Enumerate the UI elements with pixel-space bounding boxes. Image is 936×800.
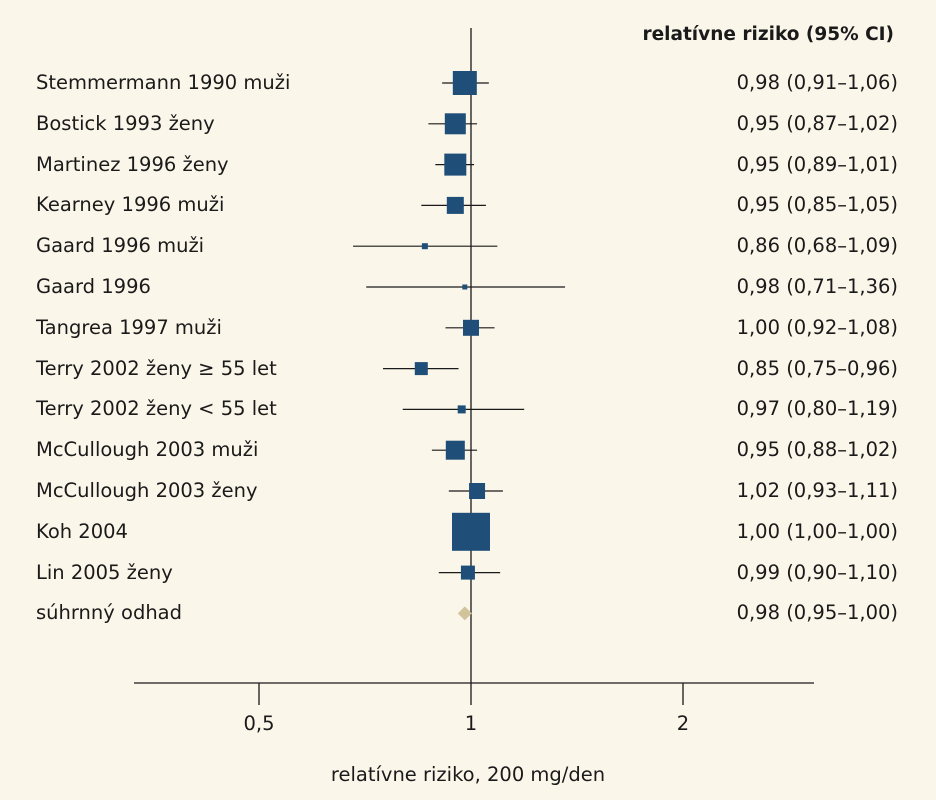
study-label: Gaard 1996 (36, 275, 151, 298)
study-label: Gaard 1996 muži (36, 234, 205, 258)
study-label: McCullough 2003 ženy (36, 479, 258, 502)
study-label: Martinez 1996 ženy (36, 152, 229, 176)
study-label: Stemmermann 1990 muži (36, 71, 291, 94)
study-label: Koh 2004 (36, 519, 128, 543)
effect-square (421, 243, 428, 250)
effect-square (452, 512, 490, 551)
study-label: Tangrea 1997 muži (36, 315, 222, 339)
study-label: Terry 2002 ženy < 55 let (36, 397, 277, 421)
study-ci-value: 0,95 (0,89–1,01) (736, 152, 898, 176)
ci-column-header: relatívne riziko (95% CI) (642, 24, 894, 45)
effect-square (444, 113, 466, 135)
x-tick-label: 1 (464, 712, 478, 735)
study-label: Kearney 1996 muži (36, 193, 225, 217)
study-ci-value: 0,86 (0,68–1,09) (736, 234, 898, 258)
effect-square (469, 483, 486, 499)
study-label: Terry 2002 ženy ≥ 55 let (36, 356, 277, 380)
effect-square (446, 196, 464, 214)
study-ci-value: 0,95 (0,87–1,02) (736, 111, 898, 135)
study-label: Bostick 1993 ženy (36, 111, 215, 135)
study-ci-value: 0,95 (0,85–1,05) (736, 193, 898, 217)
study-label: McCullough 2003 muži (36, 438, 259, 462)
effect-square (462, 284, 468, 290)
effect-square (463, 319, 479, 336)
study-ci-value: 1,02 (0,93–1,11) (736, 479, 898, 502)
study-ci-value: 0,85 (0,75–0,96) (736, 356, 898, 380)
study-ci-value: 0,98 (0,71–1,36) (736, 275, 898, 298)
x-axis-label: relatívne riziko, 200 mg/den (330, 763, 606, 786)
effect-square (460, 565, 475, 580)
effect-square (414, 362, 428, 376)
study-label: Lin 2005 ženy (36, 560, 173, 584)
x-tick-label: 2 (676, 712, 690, 735)
study-ci-value: 0,98 (0,91–1,06) (736, 71, 898, 94)
effect-square (445, 440, 465, 460)
study-ci-value: 1,00 (1,00–1,00) (736, 519, 898, 543)
effect-square (444, 153, 467, 176)
study-ci-value: 0,97 (0,80–1,19) (736, 397, 898, 421)
summary-ci-value: 0,98 (0,95–1,00) (736, 601, 898, 625)
study-ci-value: 1,00 (0,92–1,08) (736, 315, 898, 339)
summary-label: súhrnný odhad (36, 601, 183, 625)
study-ci-value: 0,99 (0,90–1,10) (736, 560, 898, 584)
study-ci-value: 0,95 (0,88–1,02) (736, 438, 898, 462)
effect-square (457, 405, 466, 414)
effect-square (452, 71, 477, 95)
summary-diamond (457, 606, 472, 621)
x-tick-label: 0,5 (243, 712, 275, 735)
